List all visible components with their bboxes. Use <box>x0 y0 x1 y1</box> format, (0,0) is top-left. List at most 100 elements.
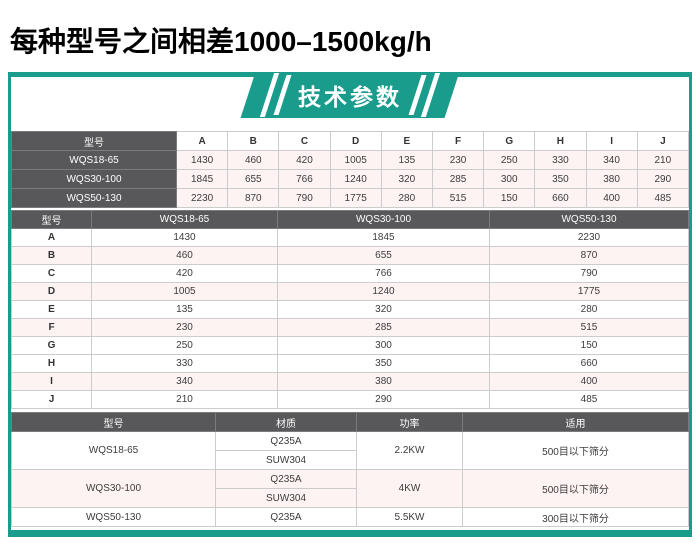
content-frame: 技术参数 型号 A B C D E F G H I J WQS18-65 1430 460 420 1005 1… <box>8 72 692 537</box>
column-header-WQS18-65: WQS18-65 <box>91 210 278 229</box>
material-cell: Q235A <box>215 469 357 489</box>
value-cell: 320 <box>277 300 490 319</box>
value-cell: 350 <box>534 169 587 189</box>
value-cell: 290 <box>277 390 490 409</box>
column-header-0: 型号 <box>11 412 216 432</box>
value-cell: 340 <box>91 372 278 391</box>
material-cell: Q235A <box>215 507 357 527</box>
value-cell: 380 <box>277 372 490 391</box>
row-label-param: G <box>11 336 92 355</box>
banner-title: 技术参数 <box>298 84 402 110</box>
value-cell: 350 <box>277 354 490 373</box>
column-header-G: G <box>483 131 536 151</box>
value-cell: 340 <box>585 150 638 170</box>
model-cell: WQS18-65 <box>11 431 216 470</box>
value-cell: 210 <box>636 150 690 170</box>
value-cell: 135 <box>91 300 278 319</box>
column-header-model: 型号 <box>11 131 177 151</box>
column-header-2: 功率 <box>356 412 463 432</box>
table-row: WQS50-130 2230 870 790 1775 280 515 150 660 400 48… <box>11 188 690 208</box>
table-row: F 230 285 515 <box>11 318 689 337</box>
column-header-D: D <box>329 131 382 151</box>
column-header-B: B <box>227 131 280 151</box>
value-cell: 2230 <box>489 228 689 247</box>
row-label-model: WQS50-130 <box>11 188 177 208</box>
value-cell: 210 <box>91 390 278 409</box>
column-header-J: J <box>636 131 690 151</box>
value-cell: 380 <box>585 169 638 189</box>
column-header-1: 材质 <box>215 412 357 432</box>
application-cell: 500目以下筛分 <box>462 431 689 470</box>
material-cell: SUW304 <box>215 450 357 470</box>
table-header-row: 型号 WQS18-65 WQS30-100 WQS50-130 <box>11 210 689 229</box>
value-cell: 330 <box>534 150 587 170</box>
value-cell: 870 <box>227 188 280 208</box>
table-row: WQS30-100 Q235A 4KW 500目以下筛分 <box>11 469 689 508</box>
value-cell: 660 <box>489 354 689 373</box>
banner-content: 技术参数 <box>248 72 452 118</box>
column-header-A: A <box>175 131 229 151</box>
application-cell: 500目以下筛分 <box>462 469 689 508</box>
value-cell: 790 <box>489 264 689 283</box>
value-cell: 285 <box>431 169 485 189</box>
table-row: J 210 290 485 <box>11 390 689 409</box>
table-header-row: 型号 A B C D E F G H I J <box>11 131 690 151</box>
value-cell: 135 <box>380 150 433 170</box>
column-header-E: E <box>380 131 433 151</box>
value-cell: 660 <box>534 188 587 208</box>
material-cell: Q235A <box>215 431 357 451</box>
table-row: B 460 655 870 <box>11 246 689 265</box>
value-cell: 290 <box>636 169 690 189</box>
value-cell: 1005 <box>91 282 278 301</box>
value-cell: 280 <box>489 300 689 319</box>
table-row: H 330 350 660 <box>11 354 689 373</box>
value-cell: 1240 <box>277 282 490 301</box>
value-cell: 150 <box>483 188 536 208</box>
column-header-I: I <box>585 131 638 151</box>
column-header-WQS50-130: WQS50-130 <box>489 210 689 229</box>
row-label-model: WQS18-65 <box>11 150 177 170</box>
value-cell: 400 <box>585 188 638 208</box>
value-cell: 230 <box>431 150 485 170</box>
value-cell: 1240 <box>329 169 382 189</box>
value-cell: 515 <box>431 188 485 208</box>
value-cell: 1430 <box>91 228 278 247</box>
column-header-C: C <box>278 131 331 151</box>
value-cell: 766 <box>277 264 490 283</box>
table-row: D 1005 1240 1775 <box>11 282 689 301</box>
value-cell: 230 <box>91 318 278 337</box>
value-cell: 280 <box>380 188 433 208</box>
value-cell: 420 <box>91 264 278 283</box>
value-cell: 285 <box>277 318 490 337</box>
column-header-model: 型号 <box>11 210 92 229</box>
page-title: 每种型号之间相差1000–1500kg/h <box>10 26 432 57</box>
table-row: WQS30-100 1845 655 766 1240 320 285 300 350 380 29… <box>11 169 690 189</box>
row-label-param: C <box>11 264 92 283</box>
power-cell: 2.2KW <box>356 431 463 470</box>
column-header-F: F <box>431 131 485 151</box>
model-cell: WQS50-130 <box>11 507 216 527</box>
value-cell: 766 <box>278 169 331 189</box>
value-cell: 330 <box>91 354 278 373</box>
value-cell: 250 <box>483 150 536 170</box>
table-row: E 135 320 280 <box>11 300 689 319</box>
material-cell: SUW304 <box>215 488 357 508</box>
row-label-model: WQS30-100 <box>11 169 177 189</box>
value-cell: 420 <box>278 150 331 170</box>
value-cell: 460 <box>91 246 278 265</box>
value-cell: 1005 <box>329 150 382 170</box>
value-cell: 250 <box>91 336 278 355</box>
row-label-param: B <box>11 246 92 265</box>
column-header-3: 适用 <box>462 412 689 432</box>
column-header-H: H <box>534 131 587 151</box>
value-cell: 400 <box>489 372 689 391</box>
table-row: C 420 766 790 <box>11 264 689 283</box>
table-row: I 340 380 400 <box>11 372 689 391</box>
dimensions-table-by-column: 型号 A B C D E F G H I J WQS18-65 1430 460 420 1005 135 230… <box>11 131 690 208</box>
table-row: WQS18-65 1430 460 420 1005 135 230 250 330 340 210 <box>11 150 690 170</box>
section-banner: 技术参数 <box>240 72 460 118</box>
value-cell: 300 <box>277 336 490 355</box>
value-cell: 320 <box>380 169 433 189</box>
table-row: SUW304 <box>12 488 689 508</box>
row-label-param: F <box>11 318 92 337</box>
